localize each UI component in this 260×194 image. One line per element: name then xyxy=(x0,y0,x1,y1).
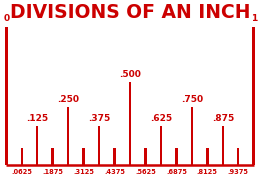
Bar xyxy=(129,82,131,165)
Bar xyxy=(21,148,23,165)
Text: .250: .250 xyxy=(57,95,79,104)
Text: .125: .125 xyxy=(26,114,48,123)
Text: .875: .875 xyxy=(212,114,234,123)
Bar xyxy=(252,27,255,165)
Text: .750: .750 xyxy=(181,95,203,104)
Text: 1: 1 xyxy=(251,14,257,23)
Bar xyxy=(113,148,116,165)
Text: .6875: .6875 xyxy=(166,169,187,175)
Bar xyxy=(237,148,239,165)
Bar xyxy=(191,107,193,165)
Text: .625: .625 xyxy=(150,114,172,123)
Text: .9375: .9375 xyxy=(228,169,249,175)
Bar xyxy=(36,126,38,165)
Text: .8125: .8125 xyxy=(197,169,218,175)
Text: .375: .375 xyxy=(88,114,110,123)
Bar xyxy=(144,148,147,165)
Bar xyxy=(51,148,54,165)
Bar xyxy=(160,126,162,165)
Text: DIVISIONS OF AN INCH: DIVISIONS OF AN INCH xyxy=(10,3,250,22)
Text: .1875: .1875 xyxy=(42,169,63,175)
Bar xyxy=(67,107,69,165)
Text: .500: .500 xyxy=(119,70,141,79)
Text: .0625: .0625 xyxy=(11,169,32,175)
Bar xyxy=(82,148,85,165)
Bar xyxy=(5,27,8,165)
Bar xyxy=(98,126,100,165)
Bar xyxy=(222,126,224,165)
Text: 0: 0 xyxy=(3,14,9,23)
Bar xyxy=(175,148,178,165)
Text: .5625: .5625 xyxy=(135,169,156,175)
Text: .3125: .3125 xyxy=(73,169,94,175)
Bar xyxy=(206,148,209,165)
Text: .4375: .4375 xyxy=(104,169,125,175)
